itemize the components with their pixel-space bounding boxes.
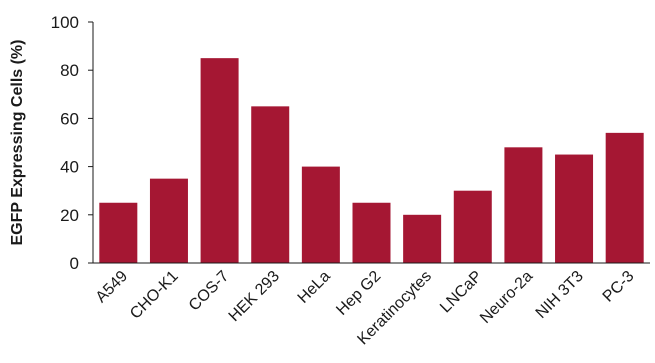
x-tick-label: CHO-K1 <box>127 268 182 323</box>
bar-cho-k1 <box>149 178 188 263</box>
bars <box>99 58 644 264</box>
x-tick-label: Hep G2 <box>333 268 384 319</box>
bar-nih-3t3 <box>555 154 594 263</box>
x-tick-label: Neuro-2a <box>477 268 536 327</box>
bar-pc-3 <box>605 132 644 263</box>
y-tick-label: 100 <box>51 13 79 32</box>
y-axis-ticks: 0 20 40 60 80 100 <box>51 13 93 273</box>
x-tick-label: HeLa <box>295 268 334 307</box>
bar-hep-g2 <box>352 202 391 263</box>
y-tick-label: 0 <box>70 254 79 273</box>
bar-neuro-2a <box>504 147 543 263</box>
bar-hela <box>301 166 340 263</box>
y-tick-label: 80 <box>60 61 79 80</box>
bar-keratinocytes <box>403 214 442 263</box>
y-tick-label: 20 <box>60 206 79 225</box>
bar-lncap <box>453 190 492 263</box>
x-tick-label: A549 <box>93 268 132 307</box>
x-tick-label: COS-7 <box>186 268 233 315</box>
bar-hek-293 <box>251 106 290 263</box>
bar-a549 <box>99 202 138 263</box>
bar-cos-7 <box>200 58 239 264</box>
x-tick-label: HEK 293 <box>226 268 283 325</box>
y-tick-label: 60 <box>60 109 79 128</box>
x-tick-label: PC-3 <box>600 268 638 306</box>
x-tick-label: NIH 3T3 <box>533 268 587 322</box>
y-axis-title: EGFP Expressing Cells (%) <box>9 40 26 246</box>
y-tick-label: 40 <box>60 158 79 177</box>
x-tick-label: LNCaP <box>437 268 485 316</box>
